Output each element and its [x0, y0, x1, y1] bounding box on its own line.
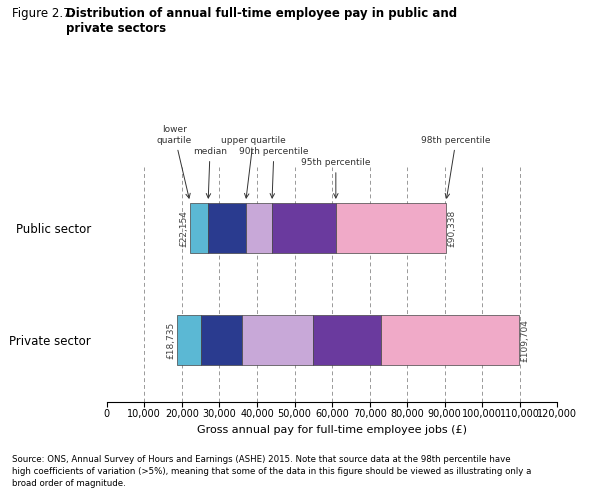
Bar [336, 203, 446, 253]
Bar [313, 315, 381, 366]
Text: £18,735: £18,735 [167, 321, 176, 359]
Text: 90th percentile: 90th percentile [239, 147, 308, 198]
Text: £109,704: £109,704 [520, 319, 530, 362]
Bar [177, 315, 200, 366]
Text: £90,338: £90,338 [448, 210, 457, 247]
Text: £22,154: £22,154 [180, 210, 189, 246]
Bar [272, 203, 336, 253]
X-axis label: Gross annual pay for full-time employee jobs (£): Gross annual pay for full-time employee … [197, 425, 467, 435]
Bar [190, 203, 208, 253]
Bar [381, 315, 519, 366]
Bar [242, 315, 313, 366]
Text: lower
quartile: lower quartile [157, 125, 192, 198]
Bar [246, 203, 272, 253]
Text: 95th percentile: 95th percentile [301, 158, 371, 198]
Text: Distribution of annual full-time employee pay in public and
private sectors: Distribution of annual full-time employe… [66, 7, 458, 35]
Text: Source: ONS, Annual Survey of Hours and Earnings (ASHE) 2015. Note that source d: Source: ONS, Annual Survey of Hours and … [12, 455, 531, 488]
Text: Figure 2.7:: Figure 2.7: [12, 7, 78, 21]
Bar [208, 203, 246, 253]
Text: upper quartile: upper quartile [221, 136, 286, 198]
Text: 98th percentile: 98th percentile [421, 136, 491, 198]
Bar [200, 315, 242, 366]
Text: median: median [193, 147, 227, 198]
